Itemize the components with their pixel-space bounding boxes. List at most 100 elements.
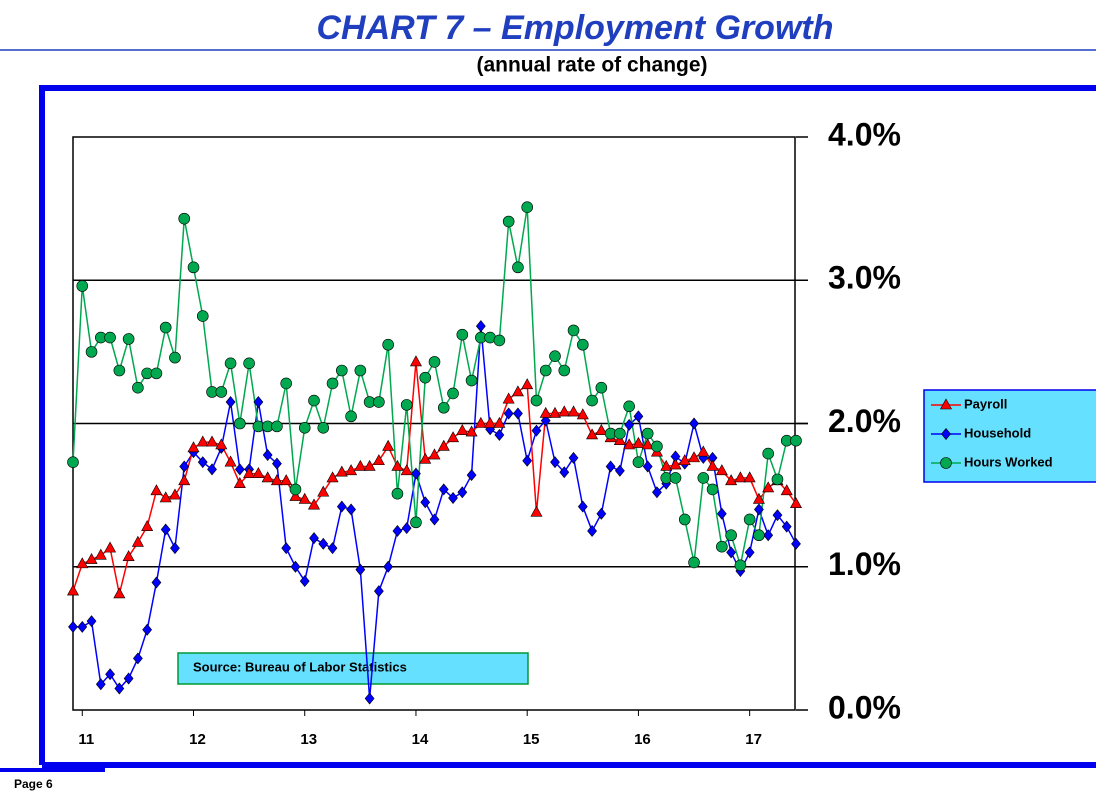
series-line	[73, 326, 797, 699]
marker	[196, 435, 209, 447]
marker	[632, 436, 645, 448]
x-tick-label: 14	[412, 731, 429, 748]
marker	[336, 364, 348, 377]
marker	[281, 542, 292, 555]
marker	[456, 424, 469, 435]
marker	[159, 491, 172, 503]
marker	[689, 417, 699, 430]
marker	[633, 410, 644, 423]
marker	[530, 394, 543, 407]
marker	[197, 456, 208, 469]
marker	[466, 469, 477, 482]
marker	[410, 516, 422, 529]
marker	[77, 620, 88, 633]
marker	[382, 439, 395, 451]
marker	[326, 471, 339, 483]
marker	[141, 520, 154, 531]
marker	[270, 474, 283, 486]
marker	[307, 498, 321, 510]
marker	[76, 280, 89, 292]
marker	[196, 310, 209, 322]
marker	[95, 678, 106, 691]
marker	[327, 542, 338, 555]
marker	[336, 500, 347, 513]
marker	[428, 356, 441, 368]
marker	[530, 505, 543, 517]
marker	[567, 405, 580, 417]
marker	[632, 456, 645, 468]
series-line	[72, 361, 797, 595]
marker	[364, 692, 375, 705]
marker	[624, 418, 635, 431]
marker	[298, 421, 311, 434]
marker	[383, 560, 394, 573]
marker	[234, 463, 245, 476]
marker	[623, 438, 636, 450]
marker	[150, 367, 163, 380]
marker	[373, 396, 385, 408]
marker	[169, 351, 181, 364]
marker	[391, 459, 404, 471]
marker	[447, 387, 459, 400]
marker	[317, 421, 330, 434]
marker	[539, 406, 552, 418]
marker	[577, 338, 589, 351]
marker	[743, 471, 756, 483]
marker	[132, 381, 144, 394]
marker	[614, 464, 625, 477]
marker	[539, 364, 552, 377]
marker	[105, 668, 115, 681]
marker	[688, 556, 700, 569]
marker	[123, 672, 134, 685]
marker	[308, 394, 320, 407]
legend: Payroll Household Hours Worked	[923, 389, 1096, 483]
marker	[243, 467, 256, 478]
marker	[494, 428, 505, 441]
marker	[456, 328, 469, 341]
marker	[716, 507, 727, 520]
marker	[317, 485, 330, 497]
marker	[391, 487, 404, 500]
marker	[726, 546, 737, 559]
marker	[234, 417, 246, 430]
marker	[150, 484, 163, 496]
marker	[159, 321, 172, 334]
marker	[400, 464, 413, 476]
marker	[160, 523, 171, 536]
marker	[261, 471, 274, 483]
marker	[168, 488, 181, 500]
y-tick-label: 2.0%	[828, 403, 901, 439]
marker	[484, 416, 497, 428]
marker	[94, 548, 107, 560]
y-tick-label: 1.0%	[828, 546, 901, 582]
marker	[939, 398, 953, 410]
marker	[252, 467, 265, 478]
marker	[382, 338, 394, 351]
page-rule	[0, 768, 105, 772]
marker	[753, 529, 765, 542]
marker	[502, 215, 515, 228]
marker	[493, 416, 506, 428]
marker	[734, 559, 747, 572]
marker	[568, 451, 579, 464]
marker	[780, 484, 793, 496]
marker	[521, 201, 533, 213]
marker	[85, 346, 98, 358]
marker	[531, 424, 542, 437]
marker	[66, 584, 80, 596]
marker	[272, 457, 282, 470]
marker	[493, 334, 506, 347]
marker	[151, 576, 162, 589]
marker	[392, 524, 403, 537]
marker	[289, 483, 302, 496]
marker	[475, 320, 486, 333]
x-tick-label: 11	[78, 731, 94, 748]
marker	[595, 424, 608, 435]
marker	[113, 364, 126, 377]
marker	[781, 520, 792, 533]
marker	[754, 503, 764, 516]
marker	[400, 399, 413, 411]
marker	[178, 212, 191, 225]
x-tick-label: 12	[189, 731, 206, 748]
